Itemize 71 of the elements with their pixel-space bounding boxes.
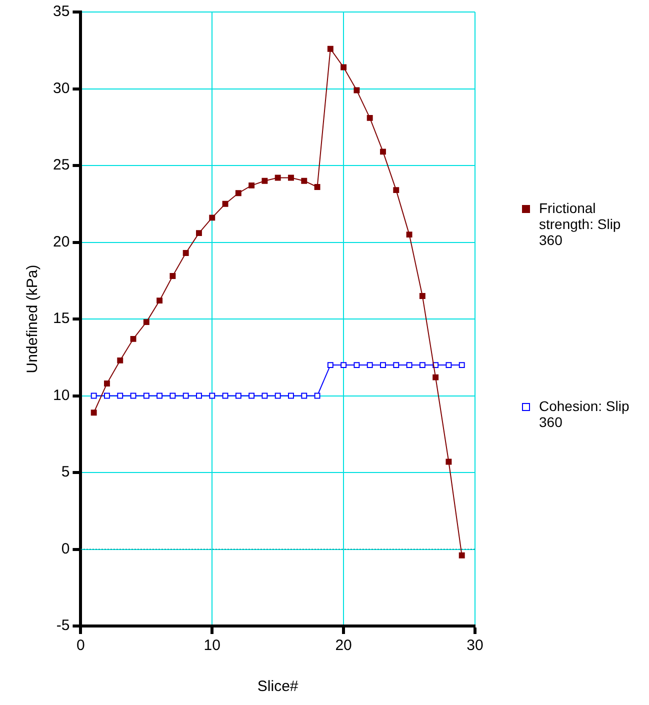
point [156, 298, 163, 304]
point [262, 178, 268, 184]
x-tick-label: 30 [466, 637, 484, 654]
point [196, 230, 202, 236]
point [380, 362, 386, 368]
point [209, 392, 216, 399]
y-tick-label: 25 [52, 156, 70, 174]
point [458, 552, 465, 558]
point [248, 182, 255, 188]
point [90, 392, 97, 399]
point [143, 319, 150, 326]
point [130, 336, 136, 342]
point [301, 392, 308, 399]
point [393, 187, 400, 194]
point [90, 410, 97, 416]
y-tick-label: 30 [52, 80, 70, 97]
y-tick-label: 35 [52, 3, 70, 20]
point [170, 392, 176, 399]
point [143, 392, 150, 399]
y-axis-title: Undefined (kPa) [24, 264, 42, 374]
point [314, 184, 320, 190]
point [117, 392, 124, 399]
point [406, 362, 412, 368]
point [209, 214, 216, 221]
x-tick-label: 10 [204, 637, 220, 654]
point [235, 190, 242, 196]
y-tick-label: 5 [61, 464, 70, 481]
point [170, 273, 176, 279]
y-tick-label: 15 [52, 310, 70, 328]
point [301, 178, 308, 184]
point [196, 392, 202, 399]
y-tick-label: 20 [52, 233, 70, 250]
point [446, 458, 452, 465]
point [182, 392, 189, 399]
point [458, 362, 465, 368]
point [288, 174, 294, 181]
y-tick-label: 0 [61, 540, 70, 558]
point [366, 362, 373, 368]
point [104, 380, 110, 386]
point [248, 392, 255, 399]
legend-label: Frictional strength: Slip 360 [539, 200, 622, 248]
point [288, 392, 294, 399]
x-tick-label: 20 [335, 637, 352, 654]
point [156, 392, 163, 399]
point [104, 392, 110, 399]
point [274, 392, 281, 399]
y-tick-label: 10 [52, 386, 70, 404]
point [406, 232, 412, 238]
point [419, 362, 426, 368]
point [446, 362, 452, 368]
y-tick-label: -5 [56, 617, 70, 634]
point [262, 392, 268, 399]
point [327, 362, 334, 368]
point [354, 362, 360, 368]
point [380, 148, 386, 155]
point [182, 250, 189, 256]
point [117, 357, 124, 364]
legend-label: Cohesion: Slip 360 [539, 398, 630, 430]
point [274, 174, 281, 181]
point [419, 293, 426, 299]
point [222, 200, 228, 207]
x-tick-label: 0 [76, 637, 85, 654]
point [393, 362, 400, 368]
point [432, 374, 439, 380]
point [354, 87, 360, 94]
point [340, 362, 347, 368]
point [366, 114, 373, 121]
point [327, 46, 334, 52]
point [235, 392, 242, 399]
point [340, 64, 347, 70]
x-axis-title: Slice# [257, 678, 299, 696]
